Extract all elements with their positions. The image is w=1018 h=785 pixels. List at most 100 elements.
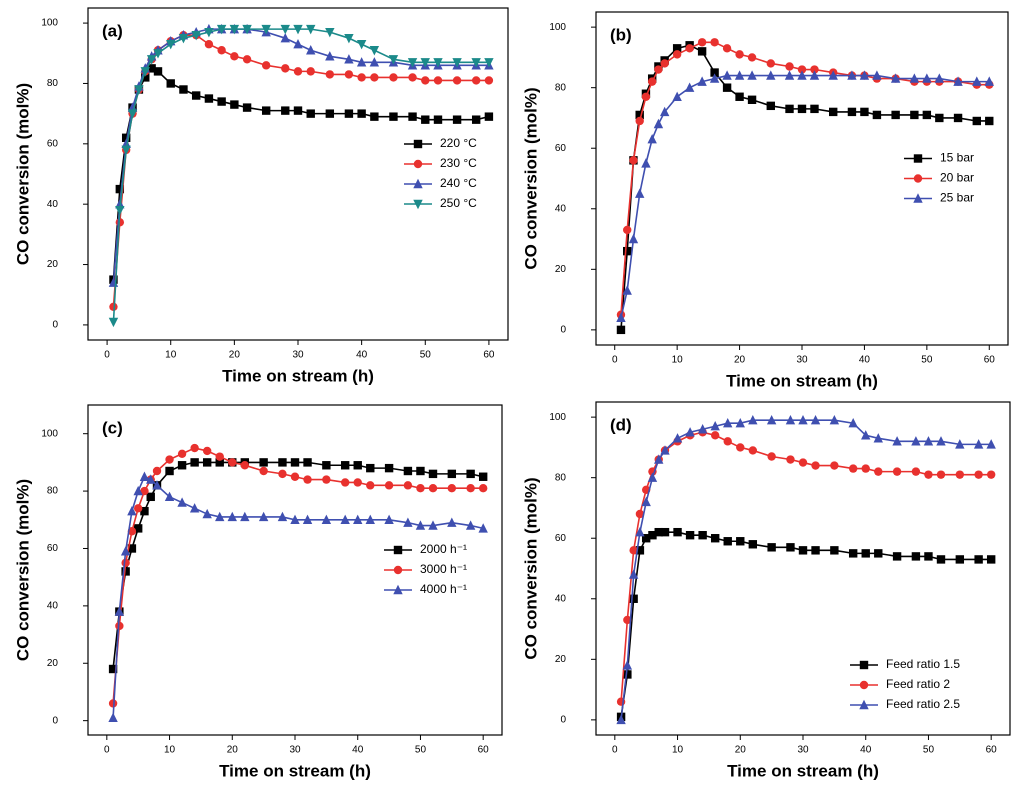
marker (861, 430, 871, 440)
marker (353, 478, 362, 487)
marker (191, 91, 201, 100)
marker (672, 433, 683, 443)
marker (830, 461, 839, 470)
y-tick-label: 100 (41, 428, 58, 439)
series-line (620, 44, 990, 330)
marker (973, 439, 984, 449)
marker (240, 511, 250, 522)
marker (986, 439, 996, 449)
marker (685, 531, 695, 540)
marker (416, 466, 425, 476)
marker (654, 527, 663, 537)
marker (766, 70, 776, 80)
marker (413, 178, 423, 189)
marker (955, 470, 965, 479)
marker (828, 70, 838, 80)
marker (353, 461, 362, 470)
y-tick-label: 80 (47, 78, 59, 89)
marker (389, 73, 398, 82)
marker (809, 70, 820, 80)
marker (910, 110, 919, 120)
marker (673, 527, 682, 537)
marker (415, 520, 426, 530)
x-tick-label: 20 (229, 350, 241, 361)
legend-label: 230 °C (440, 156, 477, 170)
marker (647, 472, 658, 482)
y-tick-label: 100 (41, 18, 58, 29)
marker (913, 174, 923, 183)
marker (127, 109, 138, 119)
marker (306, 67, 315, 76)
marker (165, 455, 174, 464)
x-tick-label: 60 (483, 350, 495, 361)
marker (709, 73, 720, 83)
y-tick-label: 60 (47, 138, 59, 149)
marker (785, 414, 796, 425)
marker (710, 38, 719, 47)
y-axis-label: CO conversion (mol%) (13, 479, 32, 661)
marker (259, 458, 268, 467)
marker (447, 469, 457, 479)
marker (478, 472, 488, 481)
marker (302, 514, 313, 524)
y-tick-label: 40 (555, 593, 567, 604)
marker (230, 100, 239, 109)
marker (622, 660, 633, 670)
x-tick-label: 0 (104, 745, 110, 756)
marker (365, 514, 375, 524)
marker (189, 503, 200, 513)
marker (811, 546, 820, 555)
marker (115, 206, 125, 216)
marker (629, 156, 638, 165)
legend-label: 240 °C (440, 176, 477, 190)
panel-label: (a) (102, 21, 123, 40)
marker (623, 670, 632, 679)
marker (622, 285, 632, 295)
marker (421, 115, 430, 124)
marker (403, 481, 413, 490)
marker (810, 414, 821, 425)
marker (242, 24, 252, 35)
marker (659, 106, 670, 117)
marker (140, 67, 150, 77)
marker (133, 504, 143, 513)
legend-label: Feed ratio 1.5 (886, 657, 960, 671)
marker (735, 50, 744, 59)
marker (924, 552, 933, 561)
marker (735, 417, 745, 428)
legend-label: 15 bar (940, 151, 974, 165)
marker (216, 24, 227, 35)
marker (366, 463, 375, 473)
marker (634, 188, 645, 198)
marker (344, 33, 354, 44)
y-axis-label: CO conversion (mol%) (521, 477, 540, 659)
marker (413, 199, 423, 210)
marker (202, 458, 212, 467)
legend: 15 bar 20 bar 25 bar (904, 151, 974, 205)
marker (114, 606, 125, 616)
marker (635, 546, 645, 555)
marker (121, 567, 130, 576)
marker (647, 133, 657, 144)
marker (648, 531, 657, 540)
marker (293, 39, 303, 49)
x-tick-label: 50 (921, 355, 933, 366)
y-tick-label: 40 (555, 203, 567, 214)
marker (466, 469, 475, 479)
marker (723, 537, 732, 546)
marker (628, 569, 639, 579)
marker (227, 511, 237, 522)
marker (120, 546, 131, 556)
marker (471, 76, 481, 85)
marker (191, 30, 201, 41)
marker (384, 481, 394, 490)
marker (325, 27, 335, 38)
x-tick-label: 60 (478, 745, 490, 756)
marker (766, 414, 777, 425)
marker (972, 116, 981, 126)
marker (280, 24, 290, 35)
marker (913, 154, 923, 163)
marker (478, 484, 488, 493)
marker (735, 92, 744, 101)
marker (258, 511, 269, 522)
